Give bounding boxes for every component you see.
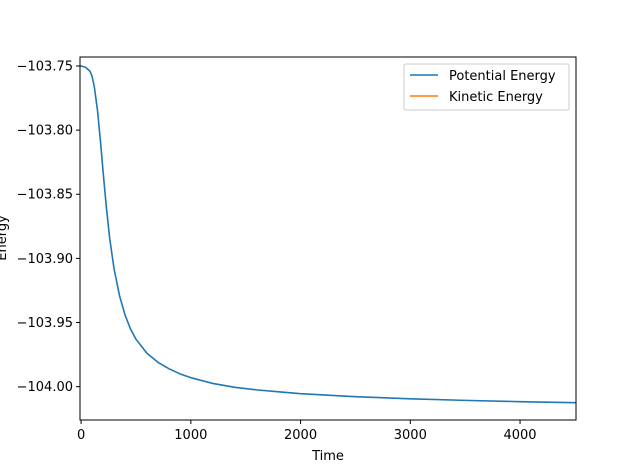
y-tick-label: −104.00 <box>17 380 73 395</box>
y-tick-label: −103.75 <box>17 59 73 74</box>
y-tick-label: −103.95 <box>17 316 73 331</box>
x-tick-label: 1000 <box>174 428 207 443</box>
plot-frame <box>79 56 577 421</box>
y-tick-label: −103.90 <box>17 252 73 267</box>
legend-label-1: Kinetic Energy <box>449 90 543 105</box>
legend: Potential Energy Kinetic Energy <box>403 63 570 111</box>
legend-box <box>403 63 570 111</box>
x-axis-label: Time <box>311 449 344 464</box>
x-tick-label: 3000 <box>394 428 427 443</box>
series-line-0 <box>80 65 576 404</box>
x-tick-label: 2000 <box>284 428 317 443</box>
series-layer <box>80 65 576 404</box>
x-tick-label: 4000 <box>503 428 536 443</box>
x-axis: 0 1000 2000 3000 4000 <box>77 420 537 443</box>
y-tick-label: −103.80 <box>17 124 73 139</box>
y-tick-label: −103.85 <box>17 188 73 203</box>
y-axis-label: Energy <box>0 215 10 261</box>
x-tick-label: 0 <box>77 428 85 443</box>
y-axis: −103.75 −103.80 −103.85 −103.90 −103.95 −104.… <box>17 59 80 395</box>
legend-label-0: Potential Energy <box>449 69 556 84</box>
